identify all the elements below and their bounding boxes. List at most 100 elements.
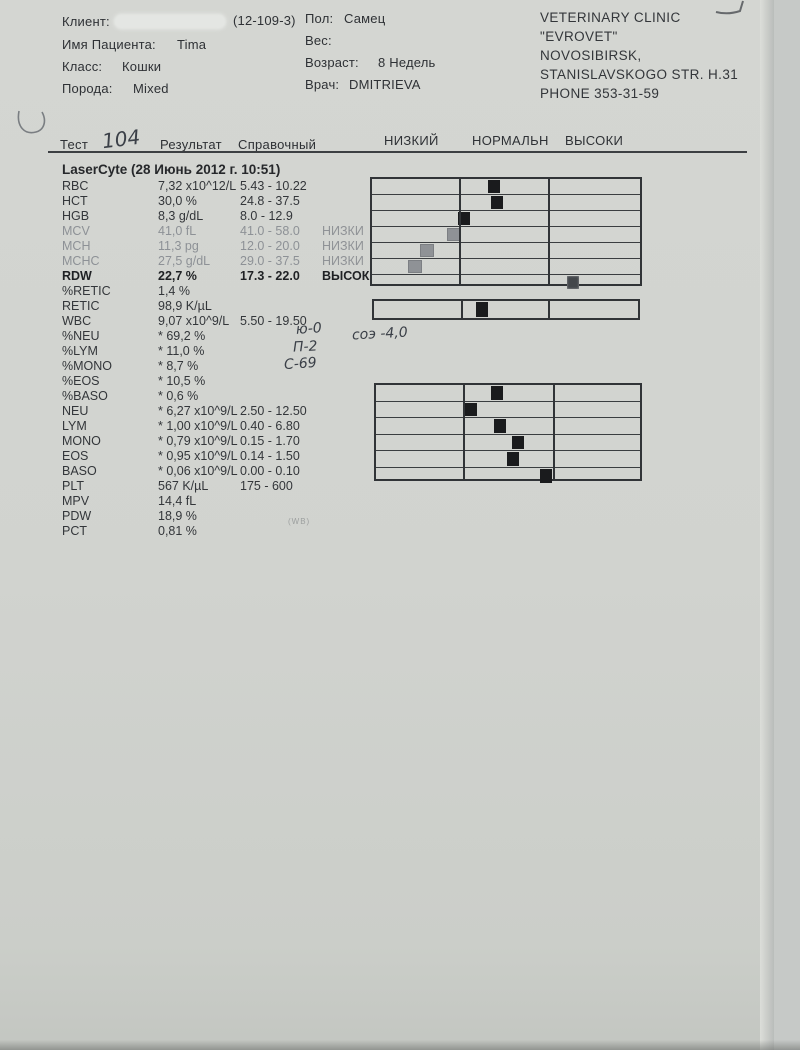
test-result: 98,9 K/µL	[158, 299, 212, 313]
range-chart-wbc	[372, 299, 640, 320]
reference-range: 5.50 - 19.50	[240, 314, 307, 328]
handwritten-note-mono: С-69	[283, 354, 318, 374]
table-row: HCT 30,0 % 24.8 - 37.5	[0, 194, 760, 209]
client-label: Клиент:	[62, 14, 110, 29]
test-name: RBC	[62, 179, 89, 193]
handwritten-note-neu: ю-0	[295, 320, 323, 338]
test-name: %NEU	[62, 329, 100, 343]
test-result: 7,32 x10^12/L	[158, 179, 237, 193]
test-name: HCT	[62, 194, 88, 208]
band-divider-low-normal	[461, 301, 464, 318]
clinic-line: PHONE 353-31-59	[540, 86, 660, 101]
reference-range: 0.15 - 1.70	[240, 434, 300, 448]
chart-row-baso	[376, 450, 640, 467]
class-label: Класс:	[62, 59, 103, 74]
reference-range: 41.0 - 58.0	[240, 224, 300, 238]
range-marker	[464, 402, 477, 417]
range-marker	[419, 244, 434, 257]
table-row: %BASO * 0,6 %	[0, 389, 760, 404]
test-name: %RETIC	[62, 284, 111, 298]
breed-label: Порода:	[62, 81, 113, 96]
pen-mark-top-right	[715, 0, 744, 15]
band-divider-low-normal	[459, 179, 462, 284]
test-name: LYM	[62, 419, 87, 433]
handwritten-test-number: 104	[100, 124, 142, 154]
column-header-low: НИЗКИЙ	[384, 133, 439, 148]
table-row: RBC 7,32 x10^12/L 5.43 - 10.22	[0, 179, 760, 194]
chart-row-eos	[376, 433, 640, 451]
table-row: MCV 41,0 fL 41.0 - 58.0 НИЗКИ	[0, 224, 760, 239]
test-result: * 11,0 %	[158, 344, 205, 358]
test-result: * 69,2 %	[158, 329, 206, 343]
test-name: BASO	[62, 464, 97, 478]
test-name: NEU	[62, 404, 89, 418]
patient-name-value: Tima	[177, 37, 207, 52]
scan-bottom-shadow	[0, 1040, 800, 1050]
client-name-redacted	[114, 14, 226, 29]
flag-high: ВЫСОК	[322, 269, 370, 283]
test-name: %EOS	[62, 374, 100, 388]
test-name: PLT	[62, 479, 84, 493]
chart-row-neu	[376, 385, 640, 401]
table-row: EOS * 0,95 x10^9/L 0.14 - 1.50	[0, 449, 760, 464]
table-row: MPV 14,4 fL	[0, 494, 760, 509]
test-name: MCH	[62, 239, 91, 253]
handwritten-note-esr: соэ -4,0	[351, 324, 409, 344]
weight-label: Вес:	[305, 33, 332, 48]
flag-low: НИЗКИ	[322, 224, 364, 238]
sex-label: Пол:	[305, 11, 334, 26]
reference-range: 175 - 600	[240, 479, 293, 493]
column-header-normal: НОРМАЛЬН	[472, 133, 549, 148]
table-row: MCH 11,3 pg 12.0 - 20.0 НИЗКИ	[0, 239, 760, 254]
test-result: * 0,6 %	[158, 389, 199, 403]
class-value: Кошки	[122, 59, 162, 74]
table-row: %MONO * 8,7 %	[0, 359, 760, 374]
chart-row-lym	[376, 400, 640, 418]
range-marker	[512, 435, 525, 450]
test-name: PCT	[62, 524, 87, 538]
flag-low: НИЗКИ	[322, 254, 364, 268]
age-label: Возраст:	[305, 55, 359, 70]
band-divider-normal-high	[552, 385, 555, 479]
age-value: 8 Недель	[378, 55, 436, 70]
table-row: PDW 18,9 %	[0, 509, 760, 524]
chart-row-hct	[372, 194, 640, 210]
test-result: 41,0 fL	[158, 224, 197, 238]
range-marker	[491, 386, 504, 400]
chart-row-rbc	[372, 179, 640, 194]
table-row: BASO * 0,06 x10^9/L 0.00 - 0.10	[0, 464, 760, 479]
range-marker	[490, 196, 503, 209]
table-row: HGB 8,3 g/dL 8.0 - 12.9	[0, 209, 760, 224]
test-name: MONO	[62, 434, 101, 448]
range-marker	[476, 302, 489, 317]
chart-row-mchc	[372, 258, 640, 274]
chart-row-mcv	[372, 226, 640, 242]
chart-row-mch	[372, 242, 640, 258]
chart-row-rdw	[372, 274, 640, 290]
test-name: HGB	[62, 209, 90, 223]
table-row: %LYM * 11,0 %	[0, 344, 760, 359]
paper-sheet	[0, 0, 760, 1050]
range-chart-diff-group	[374, 383, 642, 483]
test-result: * 1,00 x10^9/L	[158, 419, 238, 433]
test-result: 14,4 fL	[158, 494, 197, 508]
test-name: MCHC	[62, 254, 100, 268]
test-name: %BASO	[62, 389, 108, 403]
handwritten-note-lym: П-2	[292, 338, 318, 356]
chart-row-wbc	[374, 301, 638, 318]
chart-row-mono	[376, 417, 640, 434]
reference-range: 2.50 - 12.50	[240, 404, 307, 418]
test-name: RDW	[62, 269, 92, 283]
column-header-reference: Справочный	[238, 137, 317, 152]
test-result: * 0,79 x10^9/L	[158, 434, 238, 448]
reference-range: 0.40 - 6.80	[240, 419, 300, 433]
table-row: MCHC 27,5 g/dL 29.0 - 37.5 НИЗКИ	[0, 254, 760, 269]
test-name: %LYM	[62, 344, 98, 358]
test-name: RETIC	[62, 299, 100, 313]
test-name: PDW	[62, 509, 92, 523]
band-divider-low-normal	[463, 385, 466, 479]
test-result: 9,07 x10^9/L	[158, 314, 230, 328]
doctor-value: DMITRIEVA	[349, 77, 421, 92]
analyzer-section-title: LaserCyte (28 Июнь 2012 г. 10:51)	[62, 162, 281, 177]
